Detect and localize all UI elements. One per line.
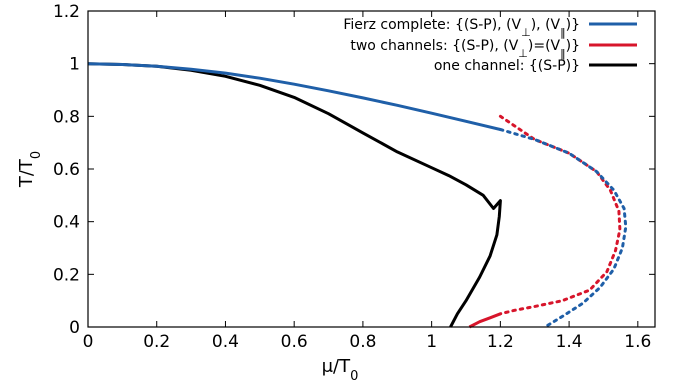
tick-labels: 0 0.2 0.4 0.6 0.8 1 1.2 1.4 1.6 0 0.2 0.4 0.6 0.8 1 1.2 — [53, 2, 651, 352]
series-line-fierz-dotted — [498, 128, 628, 329]
x-tick-label: 0.6 — [281, 332, 308, 352]
y-tick-label: 0 — [69, 318, 80, 338]
series-group — [87, 62, 628, 329]
y-tick-label: 1 — [69, 55, 80, 75]
plot-frame — [87, 10, 656, 328]
x-tick-label: 1.4 — [556, 332, 583, 352]
x-tick-label: 0.2 — [143, 332, 170, 352]
x-tick-label: 0.8 — [349, 332, 376, 352]
x-tick-label: 0.4 — [212, 332, 239, 352]
series-line-one-channel — [87, 62, 502, 328]
legend: Fierz complete: {(S-P), (V⊥), (V‖)} two … — [343, 17, 637, 74]
y-tick-label: 0.8 — [53, 107, 80, 127]
legend-label-two-channels: two channels: {(S-P), (V⊥)=(V‖)} — [350, 38, 580, 60]
x-axis-label: μ/T0 — [322, 356, 359, 381]
legend-label-fierz: Fierz complete: {(S-P), (V⊥), (V‖)} — [343, 17, 580, 39]
series-line-fierz-solid — [87, 62, 501, 131]
x-tick-label: 1.2 — [487, 332, 514, 352]
y-tick-label: 0.2 — [53, 265, 80, 285]
x-tick-label: 1.6 — [624, 332, 651, 352]
y-axis-label: T/T0 — [16, 151, 44, 188]
legend-label-one-channel: one channel: {(S-P)} — [434, 58, 580, 74]
series-line-two-channels-solid — [468, 312, 501, 329]
x-tick-label: 1 — [426, 332, 437, 352]
x-tick-label: 0 — [83, 332, 94, 352]
y-tick-label: 0.6 — [53, 160, 80, 180]
y-tick-label: 1.2 — [53, 2, 80, 22]
y-tick-label: 0.4 — [53, 213, 80, 233]
